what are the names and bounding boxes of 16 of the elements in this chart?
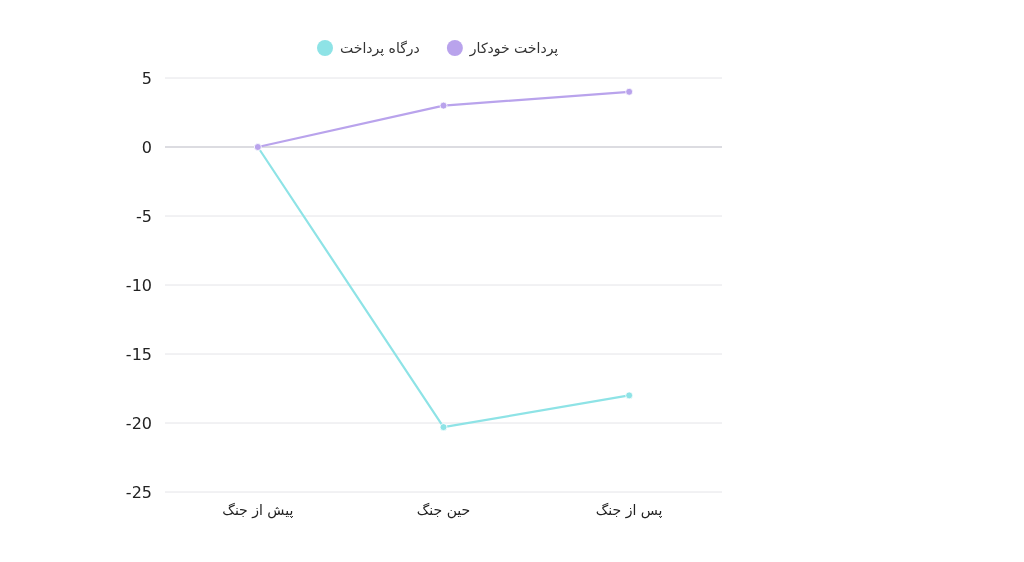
x-tick-label: پیش از جنگ [222, 502, 294, 519]
x-tick-label: پس از جنگ [595, 502, 663, 519]
point [625, 391, 634, 400]
point [439, 101, 448, 110]
y-tick-label: -25 [125, 483, 152, 502]
legend-label: درگاه پرداخت [340, 40, 420, 57]
y-tick-label: -10 [125, 276, 152, 295]
legend-label: پرداخت خودکار [468, 40, 559, 57]
y-tick-label: 5 [141, 69, 152, 88]
point [625, 87, 634, 96]
y-tick-label: -5 [136, 207, 152, 226]
y-tick-label: -20 [125, 414, 152, 433]
y-tick-label: -15 [125, 345, 152, 364]
y-tick-label: 0 [141, 138, 152, 157]
point [439, 423, 448, 432]
x-tick-label: حین جنگ [416, 502, 471, 519]
